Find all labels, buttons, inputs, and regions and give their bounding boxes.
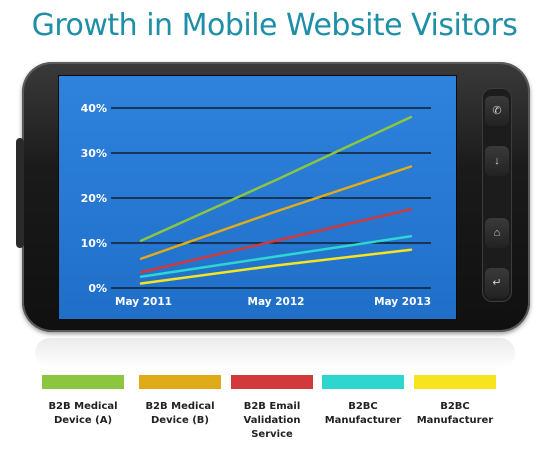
series-line xyxy=(139,235,413,278)
legend-swatch xyxy=(231,375,313,389)
chart-legend: B2B Medical Device (A) B2B Medical Device … xyxy=(40,375,520,455)
series-line xyxy=(139,208,413,274)
legend-item: B2BC Manufacturer xyxy=(320,375,406,428)
y-tick-label: 20% xyxy=(81,192,107,205)
back-icon[interactable]: ↵ xyxy=(485,268,509,298)
x-tick-label: May 2011 xyxy=(115,296,172,308)
phone-button-column: ✆ ↓ ⌂ ↵ xyxy=(482,88,512,302)
phone-side-edge xyxy=(16,138,24,248)
legend-item: B2B Medical Device (B) xyxy=(137,375,223,428)
page-title: Growth in Mobile Website Visitors xyxy=(31,8,518,43)
y-tick-label: 30% xyxy=(81,147,107,160)
line-chart: 40% 30% 20% 10% 0% May 2011 May 2012 May 2013 xyxy=(81,102,431,308)
legend-item: B2B Medical Device (A) xyxy=(40,375,126,428)
series-line xyxy=(139,165,413,260)
legend-label: B2BC Manufacturer xyxy=(324,401,402,426)
x-tick-label: May 2012 xyxy=(248,296,305,308)
home-icon[interactable]: ⌂ xyxy=(485,218,509,248)
legend-label: B2B Medical Device (B) xyxy=(145,401,215,426)
y-tick-label: 10% xyxy=(81,237,107,250)
phone-screen: 40% 30% 20% 10% 0% May 2011 May 2012 May 2013 xyxy=(58,75,457,320)
arrow-icon[interactable]: ↓ xyxy=(485,146,509,176)
phone-icon[interactable]: ✆ xyxy=(485,96,509,126)
phone-reflection xyxy=(35,338,515,368)
legend-item: B2B Email Validation Service xyxy=(229,375,315,442)
y-tick-label: 40% xyxy=(81,102,107,115)
legend-swatch xyxy=(414,375,496,389)
series-line xyxy=(139,115,413,242)
legend-swatch xyxy=(139,375,221,389)
legend-item: B2BC Manufacturer xyxy=(412,375,498,428)
legend-label: B2B Email Validation Service xyxy=(243,401,301,440)
y-tick-label: 0% xyxy=(88,282,107,295)
legend-swatch xyxy=(322,375,404,389)
series-line xyxy=(139,248,413,285)
legend-swatch xyxy=(42,375,124,389)
x-tick-label: May 2013 xyxy=(374,296,431,308)
legend-label: B2BC Manufacturer xyxy=(416,401,494,426)
legend-label: B2B Medical Device (A) xyxy=(48,401,118,426)
